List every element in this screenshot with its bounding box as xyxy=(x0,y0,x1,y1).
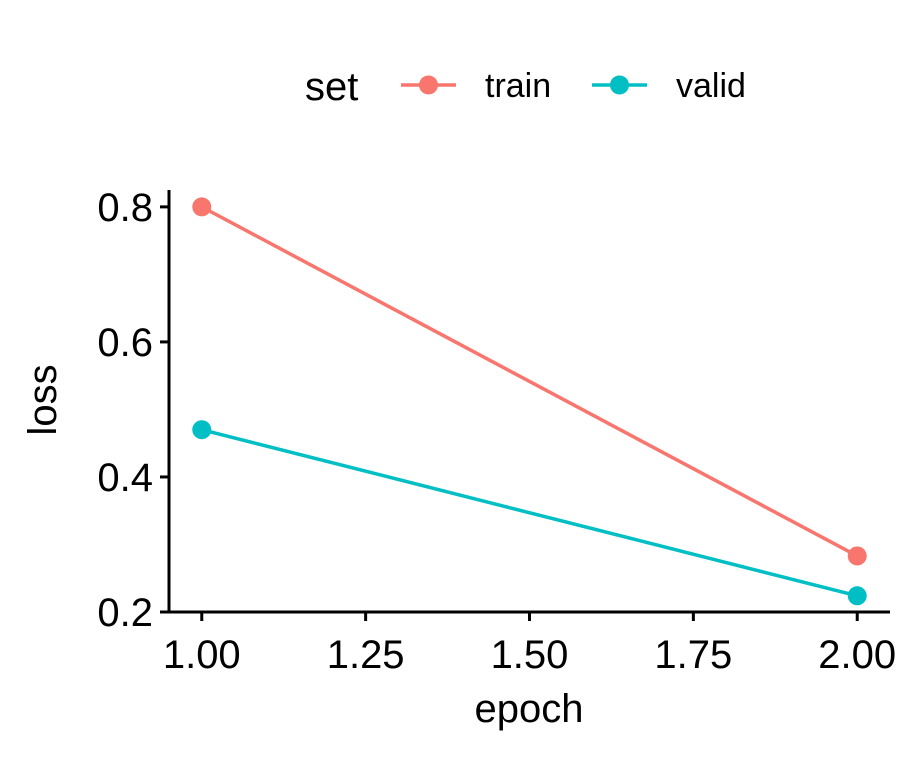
legend-key-point xyxy=(610,75,629,95)
series-train xyxy=(192,197,867,566)
x-axis-title: epoch xyxy=(475,687,584,731)
y-tick-label: 0.2 xyxy=(97,591,153,635)
data-point-train xyxy=(192,197,212,217)
legend-title: set xyxy=(305,65,358,109)
x-tick-label: 1.00 xyxy=(163,633,241,677)
x-ticks: 1.00 1.25 1.50 1.75 2.00 xyxy=(163,612,896,677)
series-layer xyxy=(192,197,867,606)
y-tick-label: 0.8 xyxy=(97,186,153,230)
y-tick-label: 0.4 xyxy=(97,456,153,500)
legend-item-train: train xyxy=(401,67,551,105)
y-ticks: 0.2 0.4 0.6 0.8 xyxy=(97,186,169,635)
legend: set train valid xyxy=(305,65,746,109)
legend-key-point xyxy=(419,75,438,95)
y-axis-title: loss xyxy=(21,364,65,435)
y-tick-label: 0.6 xyxy=(97,321,153,365)
legend-label: train xyxy=(485,67,551,105)
data-point-valid xyxy=(192,420,212,440)
legend-item-valid: valid xyxy=(592,67,746,105)
x-tick-label: 1.75 xyxy=(654,633,732,677)
data-point-train xyxy=(847,546,867,566)
series-valid xyxy=(192,420,867,606)
x-tick-label: 1.50 xyxy=(491,633,569,677)
axes-layer: 0.20.40.60.8 1.00 1.25 1.50 1.75 2.00 epoch … xyxy=(21,186,896,731)
series-line-train xyxy=(200,205,859,558)
x-tick-label: 2.00 xyxy=(818,633,896,677)
series-line-valid xyxy=(201,427,858,598)
legend-label: valid xyxy=(676,67,746,105)
data-point-valid xyxy=(847,586,867,606)
x-tick-label: 1.25 xyxy=(327,633,405,677)
